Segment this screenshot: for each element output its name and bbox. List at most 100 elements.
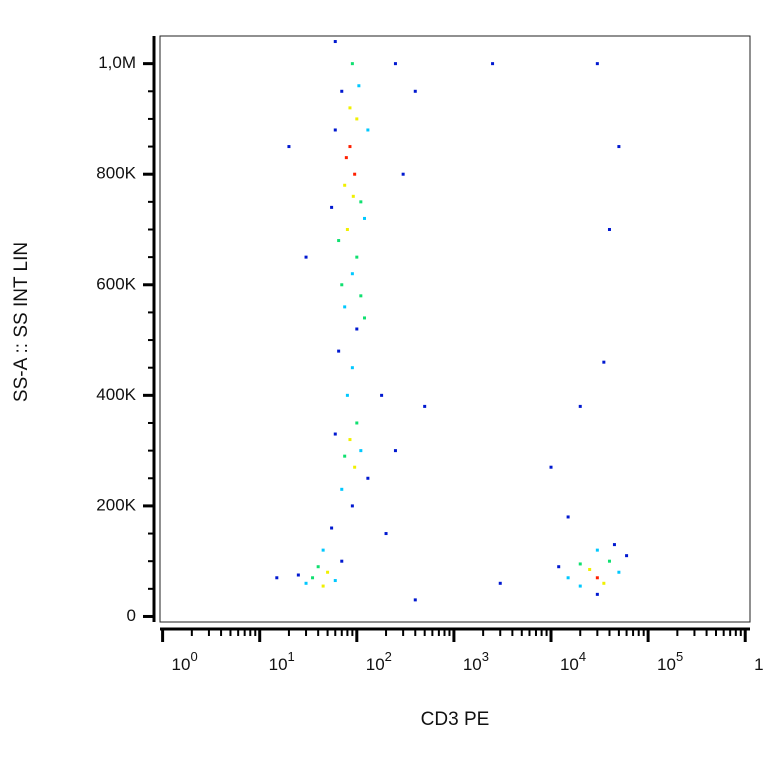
event-dot <box>384 532 388 536</box>
event-dot <box>366 128 370 132</box>
event-dot <box>321 548 325 552</box>
event-dot <box>607 559 611 563</box>
event-dot <box>355 327 359 331</box>
event-dot <box>355 421 359 425</box>
event-dot <box>345 227 349 231</box>
x-tick-label: 106 <box>754 649 764 674</box>
event-dot <box>348 438 352 442</box>
event-dot <box>326 570 330 574</box>
plot-frame <box>159 35 751 623</box>
event-dot <box>340 487 344 491</box>
event-dot <box>275 576 279 580</box>
y-tick-label: 200K <box>96 495 136 514</box>
event-dot <box>607 227 611 231</box>
x-tick-base: 10 <box>269 655 288 674</box>
event-dot <box>304 581 308 585</box>
x-axis-title: CD3 PE <box>421 709 490 730</box>
event-dot <box>595 576 599 580</box>
event-dot <box>333 40 337 44</box>
event-dot <box>337 239 341 243</box>
event-dot <box>304 255 308 259</box>
x-tick-label: 102 <box>366 649 392 674</box>
event-dot <box>296 573 300 577</box>
event-dot <box>578 584 582 588</box>
event-dot <box>617 145 621 149</box>
x-tick-label: 104 <box>560 649 586 674</box>
event-dot <box>595 62 599 66</box>
x-tick-exponent: 1 <box>288 649 295 664</box>
x-tick-label: 101 <box>269 649 295 674</box>
event-dot <box>333 432 337 436</box>
event-dot <box>588 567 592 571</box>
x-tick-label: 103 <box>463 649 489 674</box>
x-tick-base: 10 <box>172 655 191 674</box>
event-dot <box>321 584 325 588</box>
event-dot <box>348 145 352 149</box>
event-dot <box>423 404 427 408</box>
event-dot <box>359 294 363 298</box>
event-dot <box>287 145 291 149</box>
event-dot <box>363 216 367 220</box>
event-dot <box>355 117 359 121</box>
event-dot <box>355 255 359 259</box>
event-dot <box>351 194 355 198</box>
event-dot <box>617 570 621 574</box>
event-dot <box>602 360 606 364</box>
x-tick-exponent: 4 <box>579 649 586 664</box>
event-dot <box>393 62 397 66</box>
y-tick-label: 1,0M <box>98 53 136 72</box>
y-tick-label: 600K <box>96 274 136 293</box>
event-dot <box>401 172 405 176</box>
event-dot <box>602 581 606 585</box>
event-dot <box>353 172 357 176</box>
x-tick-exponent: 5 <box>676 649 683 664</box>
event-dot <box>380 393 384 397</box>
event-dot <box>340 283 344 287</box>
x-tick-exponent: 2 <box>385 649 392 664</box>
event-dot <box>343 305 347 309</box>
event-dot <box>578 404 582 408</box>
event-dot <box>359 449 363 453</box>
event-dot <box>363 316 367 320</box>
event-dot <box>357 84 361 88</box>
y-axis-title: SS-A :: SS INT LIN <box>11 242 32 402</box>
event-dot <box>566 515 570 519</box>
event-dot <box>337 349 341 353</box>
event-dot <box>350 62 354 66</box>
x-tick-label: 105 <box>657 649 683 674</box>
event-dot <box>413 89 417 93</box>
event-dot <box>333 579 337 583</box>
event-dot <box>311 576 315 580</box>
event-dot <box>333 128 337 132</box>
event-dot <box>316 565 320 569</box>
event-dot <box>340 89 344 93</box>
x-tick-base: 10 <box>657 655 676 674</box>
x-tick-label: 100 <box>172 649 198 674</box>
y-tick-label: 400K <box>96 385 136 404</box>
x-tick-base: 10 <box>463 655 482 674</box>
event-dot <box>393 449 397 453</box>
x-tick-base: 10 <box>754 655 764 674</box>
event-dot <box>491 62 495 66</box>
y-tick-label: 800K <box>96 164 136 183</box>
event-dot <box>557 565 561 569</box>
event-dot <box>366 476 370 480</box>
event-dot <box>344 156 348 160</box>
event-dot <box>350 504 354 508</box>
event-dot <box>595 548 599 552</box>
x-tick-base: 10 <box>366 655 385 674</box>
event-dot <box>330 526 334 530</box>
x-tick-exponent: 3 <box>482 649 489 664</box>
event-dot <box>625 554 629 558</box>
event-dot <box>566 576 570 580</box>
event-dot <box>612 543 616 547</box>
event-dot <box>353 465 357 469</box>
event-dot <box>343 454 347 458</box>
y-tick-label: 0 <box>127 606 136 625</box>
event-dot <box>359 200 363 204</box>
event-dot <box>498 581 502 585</box>
event-dot <box>350 366 354 370</box>
event-dot <box>350 272 354 276</box>
x-tick-exponent: 0 <box>190 649 197 664</box>
